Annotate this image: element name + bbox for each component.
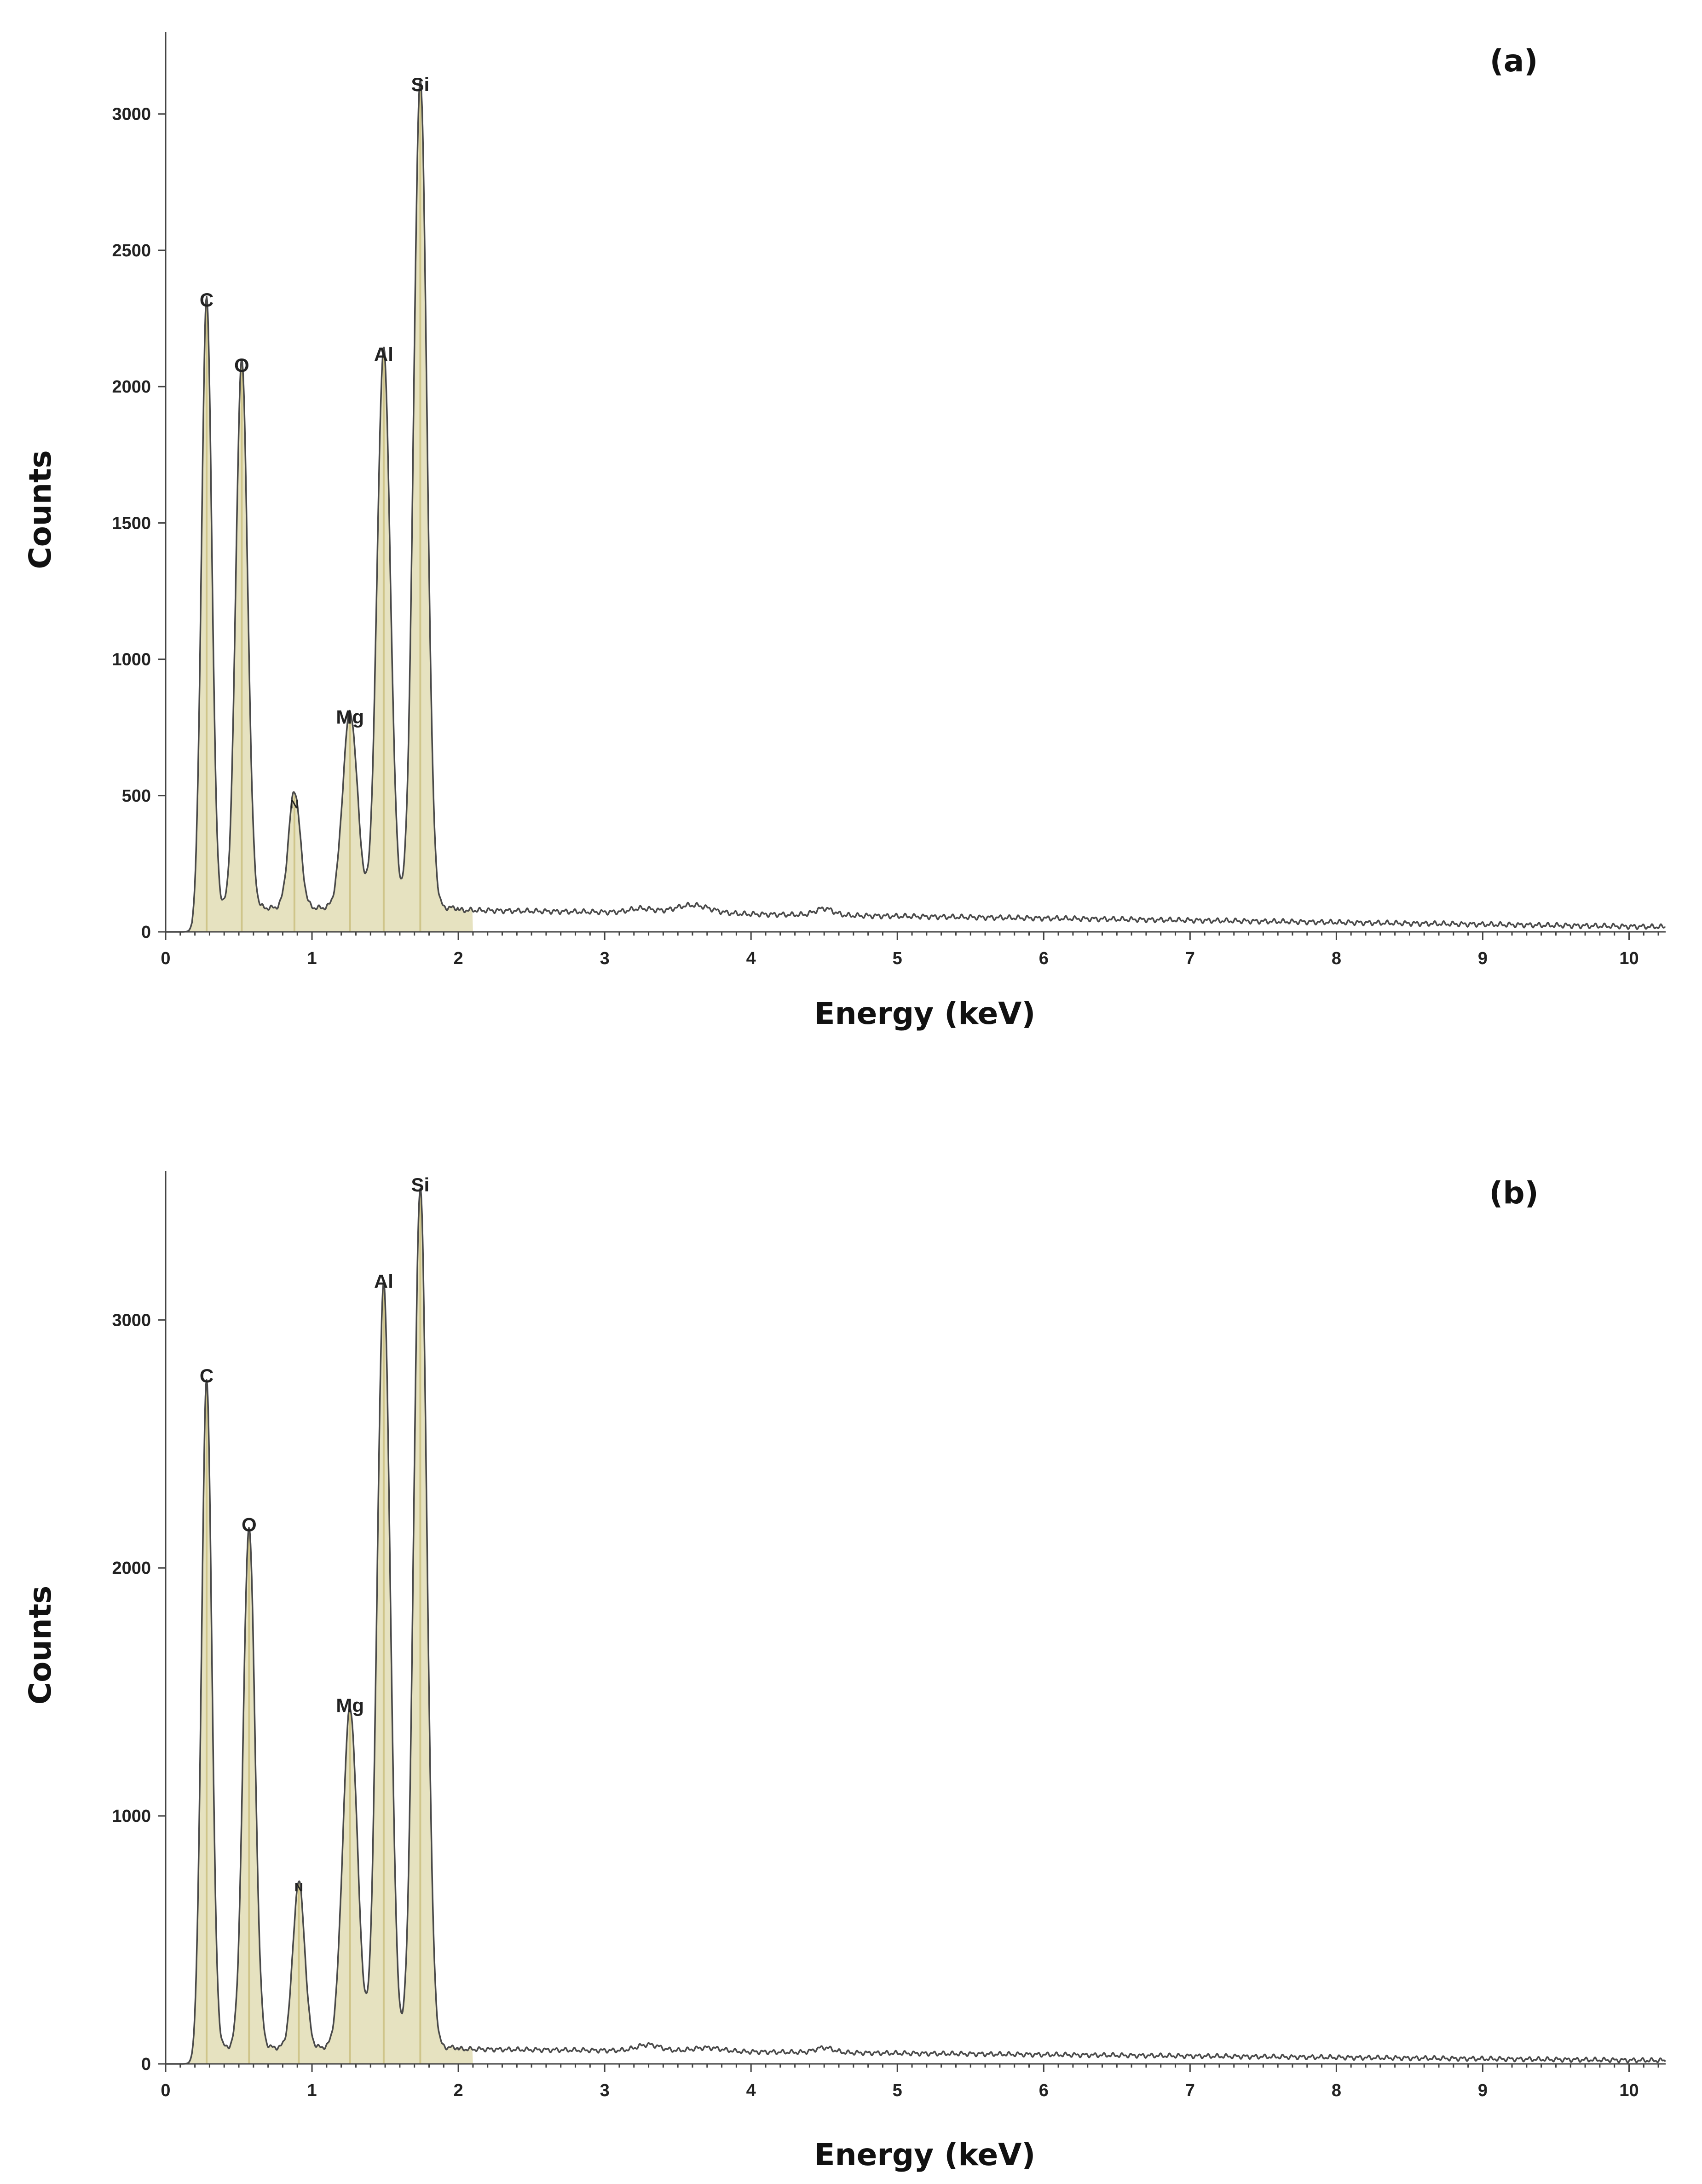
- x-tick-label: 7: [1185, 2081, 1195, 2100]
- y-axis-title: Counts: [23, 450, 58, 569]
- x-tick-label: 1: [307, 2081, 317, 2100]
- y-tick-label: 2500: [112, 241, 151, 260]
- spectrum-shading: [166, 1188, 473, 2064]
- x-tick-label: 3: [600, 2081, 610, 2100]
- x-tick-label: 9: [1478, 2081, 1488, 2100]
- spectrum-series: [165, 80, 1666, 933]
- y-tick-label: 1500: [112, 514, 151, 533]
- y-tick-label: 500: [122, 786, 151, 806]
- x-tick-label: 5: [893, 949, 902, 968]
- x-tick-label: 3: [600, 949, 610, 968]
- x-axis-title: Energy (keV): [814, 2137, 1036, 2172]
- peak-label-mg: Mg: [336, 706, 364, 728]
- peak-label-n: N: [290, 797, 299, 811]
- x-tick-label: 4: [746, 949, 756, 968]
- x-tick-label: 2: [454, 2081, 463, 2100]
- x-tick-label: 7: [1185, 949, 1195, 968]
- x-tick-label: 8: [1332, 2081, 1341, 2100]
- x-tick-label: 5: [893, 2081, 902, 2100]
- peak-label-c: C: [200, 289, 213, 311]
- x-tick-label: 10: [1619, 949, 1639, 968]
- x-tick-label: 0: [161, 2081, 170, 2100]
- x-tick-label: 6: [1039, 2081, 1049, 2100]
- peak-label-n: N: [294, 1880, 303, 1894]
- peak-label-si: Si: [411, 1174, 430, 1196]
- peak-label-c: C: [200, 1365, 213, 1387]
- x-tick-label: 9: [1478, 949, 1488, 968]
- panel-label: (a): [1490, 43, 1538, 79]
- x-tick-label: 1: [307, 949, 317, 968]
- y-tick-label: 0: [141, 2055, 151, 2074]
- peak-label-mg: Mg: [336, 1695, 364, 1716]
- panel-label: (b): [1489, 1175, 1539, 1211]
- y-tick-label: 1000: [112, 1807, 151, 1826]
- x-tick-label: 10: [1619, 2081, 1639, 2100]
- y-tick-label: 1000: [112, 650, 151, 670]
- peak-label-al: Al: [374, 344, 393, 365]
- x-tick-label: 0: [161, 949, 170, 968]
- chart-panel-b: 0 1 2 3 4 5 6 7 8 9 10 0 1000 2000 3000 C O N Mg Al Si Energy…: [23, 1171, 1666, 2172]
- x-tick-label: 8: [1332, 949, 1341, 968]
- y-axis-title: Counts: [23, 1586, 58, 1705]
- peak-label-o: O: [234, 354, 249, 376]
- spectrum-series: [165, 1187, 1666, 2065]
- peak-label-al: Al: [374, 1271, 393, 1292]
- x-tick-label: 2: [454, 949, 463, 968]
- y-tick-label: 0: [141, 923, 151, 942]
- y-tick-label: 3000: [112, 105, 151, 124]
- x-tick-label: 6: [1039, 949, 1049, 968]
- y-tick-label: 2000: [112, 1559, 151, 1578]
- y-tick-label: 3000: [112, 1311, 151, 1330]
- chart-panel-a: 0 1 2 3 4 5 6 7 8 9 10 0 500 1000 1500 2000 2500 3000 C O N M…: [23, 32, 1666, 1031]
- y-tick-label: 2000: [112, 377, 151, 397]
- peak-label-si: Si: [411, 74, 430, 95]
- peak-label-o: O: [242, 1514, 257, 1535]
- x-tick-label: 4: [746, 2081, 756, 2100]
- x-axis-title: Energy (keV): [814, 996, 1036, 1031]
